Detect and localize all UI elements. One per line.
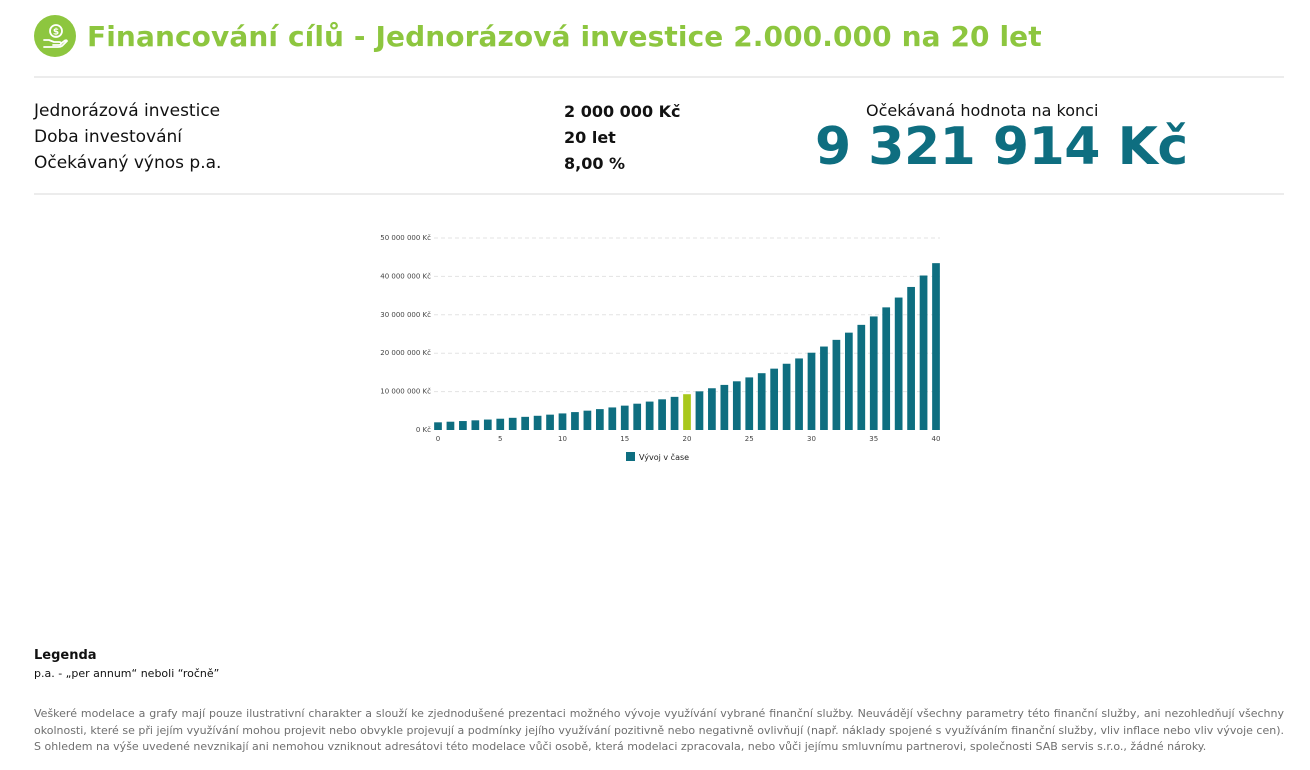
chart-bar [745,377,754,430]
param-value-investment: 2 000 000 Kč [564,102,681,121]
chart-bar [434,422,442,430]
param-label-yield: Očekávaný výnos p.a. [34,153,222,173]
chart-bar [483,419,492,430]
legend-swatch [626,452,635,461]
chart-bar [869,316,878,430]
chart-bar [708,388,716,430]
param-label-investment: Jednorázová investice [34,101,221,121]
chart-bar [732,381,741,430]
y-tick-label: 50 000 000 Kč [380,234,431,242]
page-header: $ Financování cílů - Jednorázová investi… [34,14,1042,58]
y-tick-label: 0 Kč [416,426,431,434]
chart-bar [521,416,530,430]
page-title: Financování cílů - Jednorázová investice… [87,19,1042,53]
param-value-duration: 20 let [564,128,616,147]
chart-bar [820,346,828,430]
chart-bar [832,339,841,430]
y-tick-label: 40 000 000 Kč [380,272,431,280]
x-tick-label: 25 [745,435,754,443]
growth-chart-svg: 0 Kč 10 000 000 Kč 20 000 000 Kč 30 000 000… [380,234,941,462]
chart-bar [446,421,455,430]
chart-bar [546,414,554,430]
y-tick-label: 10 000 000 Kč [380,388,431,396]
chart-bar [471,420,480,430]
param-label-duration: Doba investování [34,127,183,147]
chart-bar [658,399,666,430]
x-tick-label: 0 [436,435,440,443]
chart-bar [757,373,766,430]
chart-bar [645,401,654,430]
growth-chart: 0 Kč 10 000 000 Kč 20 000 000 Kč 30 000 000… [360,222,960,472]
expected-value-label: Očekávaná hodnota na konci [866,101,1099,120]
chart-bar [558,413,567,430]
params-divider [34,193,1284,195]
x-tick-label: 10 [558,435,567,443]
chart-bar [795,358,803,430]
chart-bar [633,403,642,430]
chart-bar [508,417,517,430]
chart-bar [720,384,729,430]
x-tick-label: 35 [869,435,878,443]
money-hand-icon: $ [34,15,76,57]
chart-bar [907,286,915,430]
chart-bar [857,324,866,430]
chart-bar [695,391,704,430]
money-hand-icon-svg: $ [43,24,68,48]
chart-bar [583,410,592,430]
legend-series-label: Vývoj v čase [639,452,689,462]
y-tick-label: 20 000 000 Kč [380,349,431,357]
chart-bar [620,405,629,430]
chart-bar [919,275,928,430]
chart-bar [459,421,467,430]
x-tick-label: 5 [498,435,502,443]
chart-bar [595,409,604,430]
chart-bar [807,352,816,430]
expected-value-amount: 9 321 914 Kč [815,117,1188,177]
chart-bar [894,297,903,430]
chart-bar [608,407,617,430]
param-value-yield: 8,00 % [564,154,626,173]
x-tick-label: 15 [620,435,629,443]
legend-text: p.a. - „per annum“ neboli “ročně” [34,667,220,680]
disclaimer-text: Veškeré modelace a grafy mají pouze ilus… [34,707,1284,753]
chart-bar [533,415,542,430]
chart-bar [496,418,505,430]
chart-bar [670,396,679,430]
chart-bar [882,307,891,430]
chart-bar [844,332,853,430]
header-divider [34,76,1284,78]
chart-bar [932,263,940,430]
svg-text:$: $ [53,28,59,38]
y-tick-label: 30 000 000 Kč [380,311,431,319]
chart-bar [571,412,579,430]
x-tick-label: 40 [932,435,941,443]
x-tick-label: 20 [683,435,692,443]
chart-bar [683,394,691,430]
chart-bar [782,363,791,430]
x-tick-label: 30 [807,435,816,443]
legend-title: Legenda [34,648,97,663]
chart-bar [770,368,779,430]
